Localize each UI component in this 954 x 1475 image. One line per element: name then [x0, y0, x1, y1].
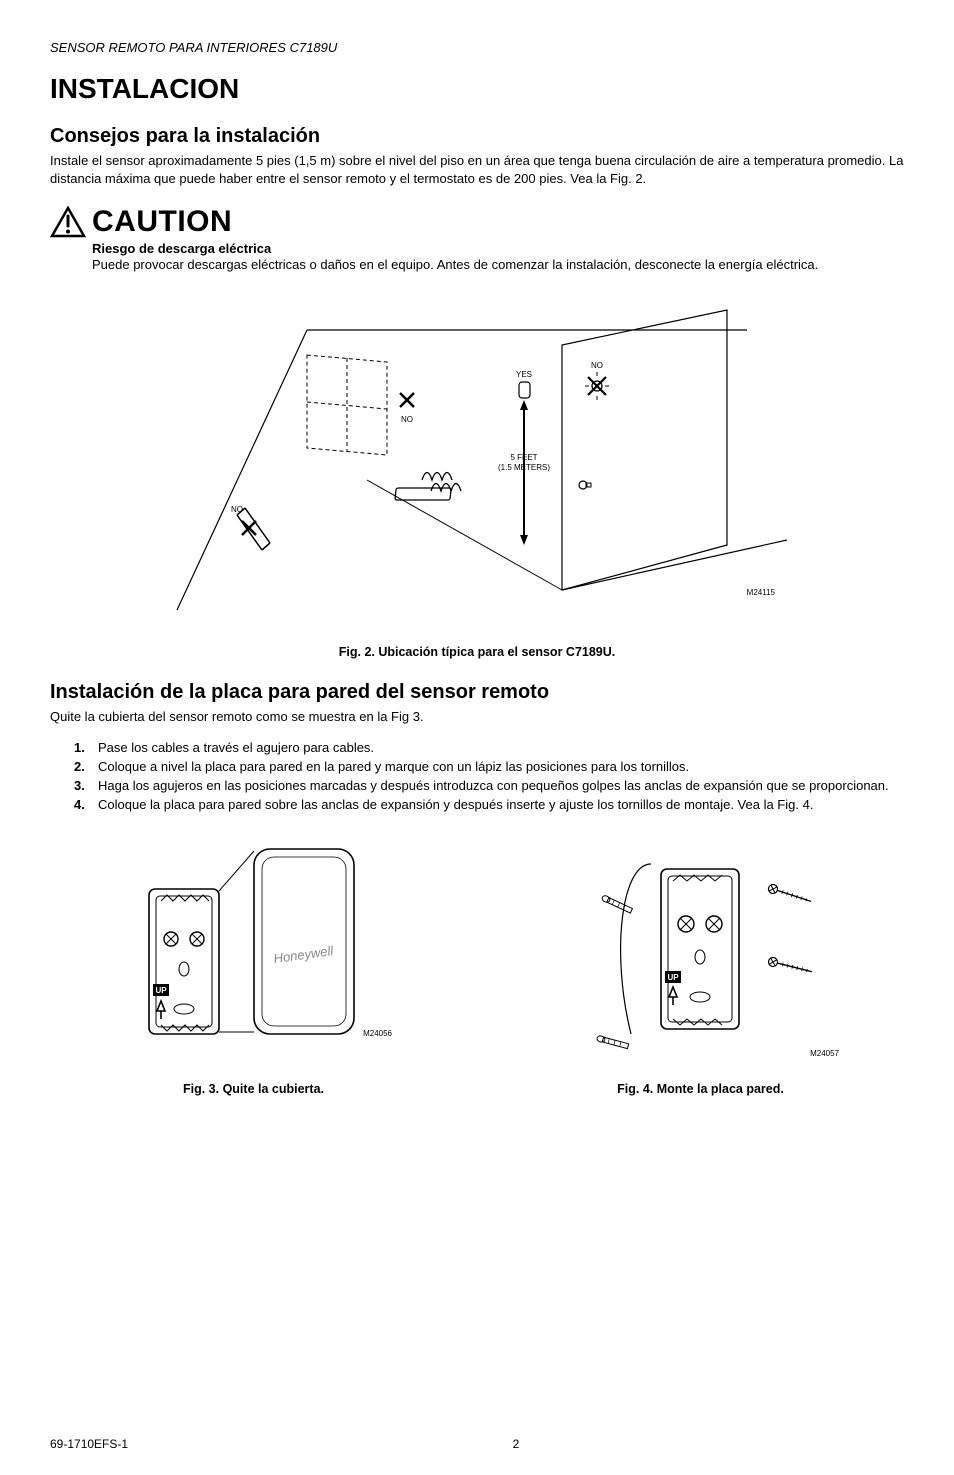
fig2-height-1: 5 FEET — [510, 453, 537, 462]
fig4-code: M24057 — [810, 1049, 839, 1058]
caution-body: Puede provocar descargas eléctricas o da… — [92, 256, 904, 274]
step-num: 1. — [74, 739, 88, 757]
warning-triangle-icon — [50, 206, 86, 238]
caution-row: CAUTION — [50, 205, 904, 239]
step-num: 4. — [74, 796, 88, 814]
fig2-no-label-2: NO — [231, 505, 243, 514]
step-text: Pase los cables a través el agujero para… — [98, 739, 374, 757]
fig4-caption: Fig. 4. Monte la placa pared. — [497, 1082, 904, 1096]
fig2-no-label-3: NO — [591, 361, 603, 370]
page-header: SENSOR REMOTO PARA INTERIORES C7189U — [50, 40, 904, 55]
svg-text:UP: UP — [155, 986, 167, 995]
fig2-height-2: (1.5 METERS) — [498, 463, 550, 472]
install-steps: 1. Pase los cables a través el agujero pa… — [74, 739, 904, 814]
svg-text:UP: UP — [667, 973, 679, 982]
install-heading: Instalación de la placa para pared del s… — [50, 681, 904, 704]
step-text: Haga los agujeros en las posiciones marc… — [98, 777, 889, 795]
figure-2: NO NO YES 5 FEET (1.5 METERS) — [50, 290, 904, 635]
section-title: INSTALACION — [50, 73, 904, 105]
step-text: Coloque a nivel la placa para pared en l… — [98, 758, 689, 776]
page-footer: 69-1710EFS-1 2 — [50, 1437, 904, 1451]
step-text: Coloque la placa para pared sobre las an… — [98, 796, 813, 814]
footer-pagenum: 2 — [513, 1437, 520, 1451]
step-num: 3. — [74, 777, 88, 795]
fig2-code: M24115 — [747, 588, 776, 597]
caution-word: CAUTION — [92, 205, 232, 239]
figure-4: UP — [497, 834, 904, 1118]
fig3-caption: Fig. 3. Quite la cubierta. — [50, 1082, 457, 1096]
caution-subtitle: Riesgo de descarga eléctrica — [92, 241, 904, 256]
tips-body: Instale el sensor aproximadamente 5 pies… — [50, 152, 904, 187]
install-intro: Quite la cubierta del sensor remoto como… — [50, 708, 904, 726]
fig2-caption: Fig. 2. Ubicación típica para el sensor … — [50, 645, 904, 659]
fig2-no-label-1: NO — [401, 415, 413, 424]
figure-3: UP Honeywell M24056 Fig. 3. Quite la cub… — [50, 834, 457, 1118]
tips-heading: Consejos para la instalación — [50, 125, 904, 148]
fig2-yes-label: YES — [516, 370, 532, 379]
fig3-code: M24056 — [363, 1029, 392, 1038]
footer-docnum: 69-1710EFS-1 — [50, 1437, 128, 1451]
step-num: 2. — [74, 758, 88, 776]
